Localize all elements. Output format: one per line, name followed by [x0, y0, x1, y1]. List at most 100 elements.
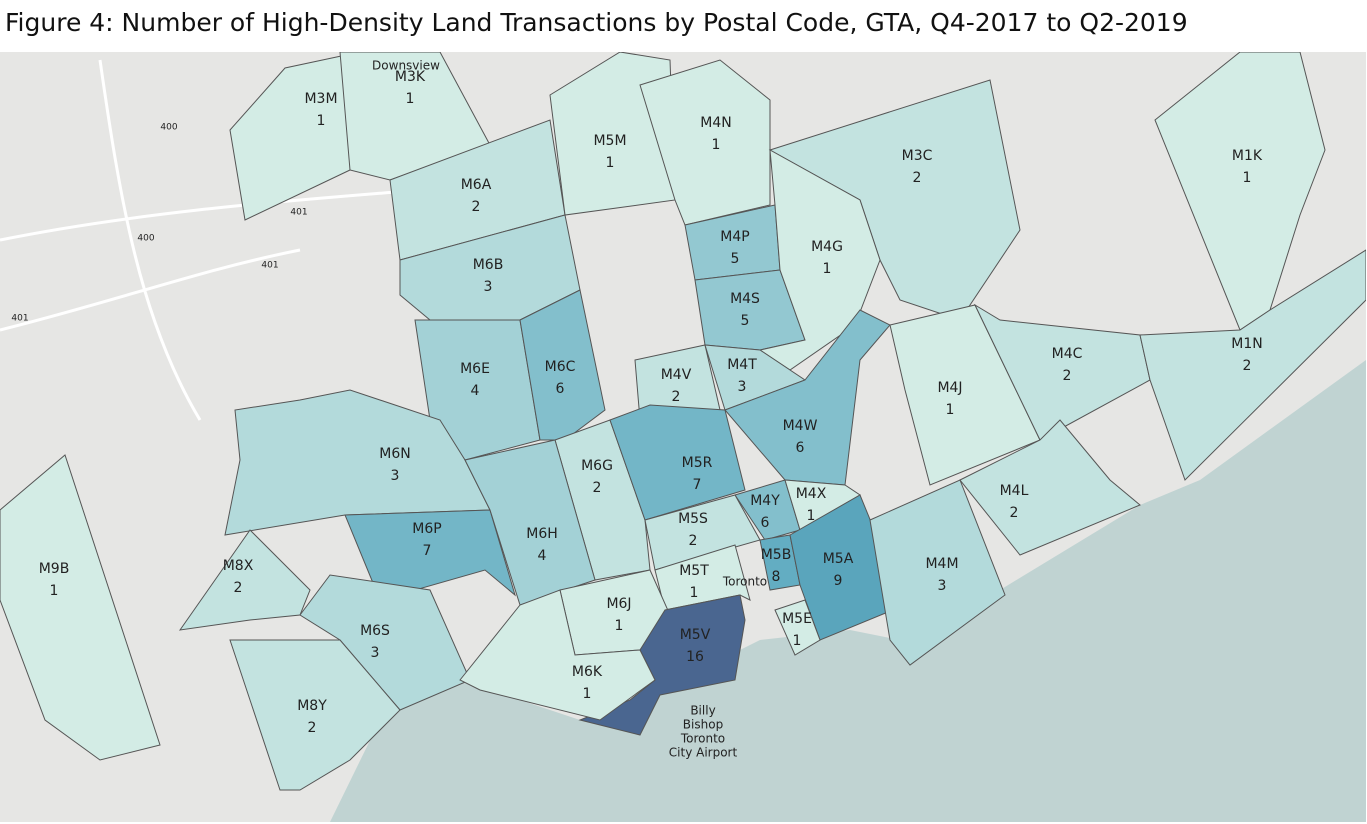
region-count: 1 [712, 137, 721, 153]
region-code: M4W [783, 418, 818, 434]
region-count: 6 [556, 381, 565, 397]
region-count: 8 [772, 569, 781, 585]
region-code: M5A [823, 551, 854, 567]
region [178, 529, 311, 631]
region-code: M6N [379, 446, 410, 462]
region-code: M6K [572, 664, 603, 680]
region-code: M6G [581, 458, 613, 474]
region-count: 16 [686, 649, 704, 665]
region-count: 1 [317, 113, 326, 129]
region-code: M6H [526, 526, 558, 542]
region-count: 7 [693, 477, 702, 493]
region-code: M3K [395, 69, 426, 85]
basemap-label: Downsview [372, 59, 440, 73]
region [1139, 249, 1366, 481]
basemap-label: Toronto [722, 575, 767, 589]
region-count: 2 [1063, 368, 1072, 384]
basemap-label: Bishop [683, 718, 723, 732]
region-count: 4 [538, 548, 547, 564]
region-code: M4X [796, 486, 827, 502]
region-count: 3 [938, 578, 947, 594]
region [774, 599, 821, 656]
region-count: 2 [1243, 358, 1252, 374]
region-count: 3 [484, 279, 493, 295]
basemap-label: City Airport [669, 746, 738, 760]
region-code: M3M [304, 91, 337, 107]
region [889, 304, 1041, 486]
region-count: 2 [689, 533, 698, 549]
region-code: M6E [460, 361, 490, 377]
region-count: 1 [807, 508, 816, 524]
basemap-label: Billy [690, 704, 715, 718]
region [519, 289, 606, 441]
region-count: 2 [308, 720, 317, 736]
region-count: 1 [823, 261, 832, 277]
region-code: M1N [1231, 336, 1262, 352]
region-code: M4V [661, 367, 692, 383]
region-count: 1 [50, 583, 59, 599]
region-code: M4G [811, 239, 843, 255]
region-count: 3 [391, 468, 400, 484]
region-code: M5V [680, 627, 711, 643]
map: M3M 1 M3K 1 M6A 2 M5M 1 M4N 1 M3C 2 M1K 1 M4P 5 M4S 5 M4G 1… [0, 52, 1366, 822]
region-code: M4C [1052, 346, 1083, 362]
region-count: 1 [1243, 170, 1252, 186]
region-count: 2 [672, 389, 681, 405]
region-count: 2 [913, 170, 922, 186]
basemap-label: 401 [11, 314, 28, 324]
region-count: 7 [423, 543, 432, 559]
region-count: 3 [738, 379, 747, 395]
region-code: M5E [782, 611, 812, 627]
region-count: 4 [471, 383, 480, 399]
region-code: M1K [1232, 148, 1263, 164]
region [459, 589, 656, 721]
region-count: 2 [1010, 505, 1019, 521]
region-code: M4T [727, 357, 757, 373]
region-count: 2 [472, 199, 481, 215]
region-code: M9B [39, 561, 70, 577]
basemap-label: Toronto [680, 732, 725, 746]
region-count: 6 [796, 440, 805, 456]
region-code: M6S [360, 623, 390, 639]
region [0, 454, 161, 761]
region [869, 479, 1006, 666]
region-code: M4Y [750, 493, 780, 509]
region-code: M5T [679, 563, 709, 579]
region-count: 1 [615, 618, 624, 634]
region [578, 594, 746, 736]
region-code: M8Y [297, 698, 327, 714]
basemap-label: 401 [290, 208, 307, 218]
region-count: 3 [371, 645, 380, 661]
region-code: M4S [730, 291, 760, 307]
region-code: M6A [461, 177, 492, 193]
region-code: M4P [720, 229, 749, 245]
region-count: 1 [793, 633, 802, 649]
region-code: M4N [700, 115, 731, 131]
region-count: 1 [406, 91, 415, 107]
region [229, 639, 401, 791]
region-code: M6P [412, 521, 441, 537]
region-code: M4M [925, 556, 958, 572]
region-count: 6 [761, 515, 770, 531]
region [609, 404, 746, 521]
region-code: M6C [545, 359, 576, 375]
region-count: 2 [593, 480, 602, 496]
region-count: 1 [583, 686, 592, 702]
region-count: 2 [234, 580, 243, 596]
title: Figure 4: Number of High-Density Land Tr… [5, 8, 1188, 37]
region [639, 59, 771, 226]
water [280, 360, 1366, 822]
region-code: M5M [593, 133, 626, 149]
region-code: M8X [223, 558, 254, 574]
basemap-label: 400 [137, 234, 154, 244]
region-code: M4L [1000, 483, 1029, 499]
region-code: M4J [937, 380, 962, 396]
region [959, 419, 1141, 556]
region-code: M6J [606, 596, 631, 612]
region-count: 1 [946, 402, 955, 418]
basemap-label: 400 [160, 123, 177, 133]
region-count: 5 [731, 251, 740, 267]
basemap-label: 401 [261, 261, 278, 271]
region-count: 1 [690, 585, 699, 601]
